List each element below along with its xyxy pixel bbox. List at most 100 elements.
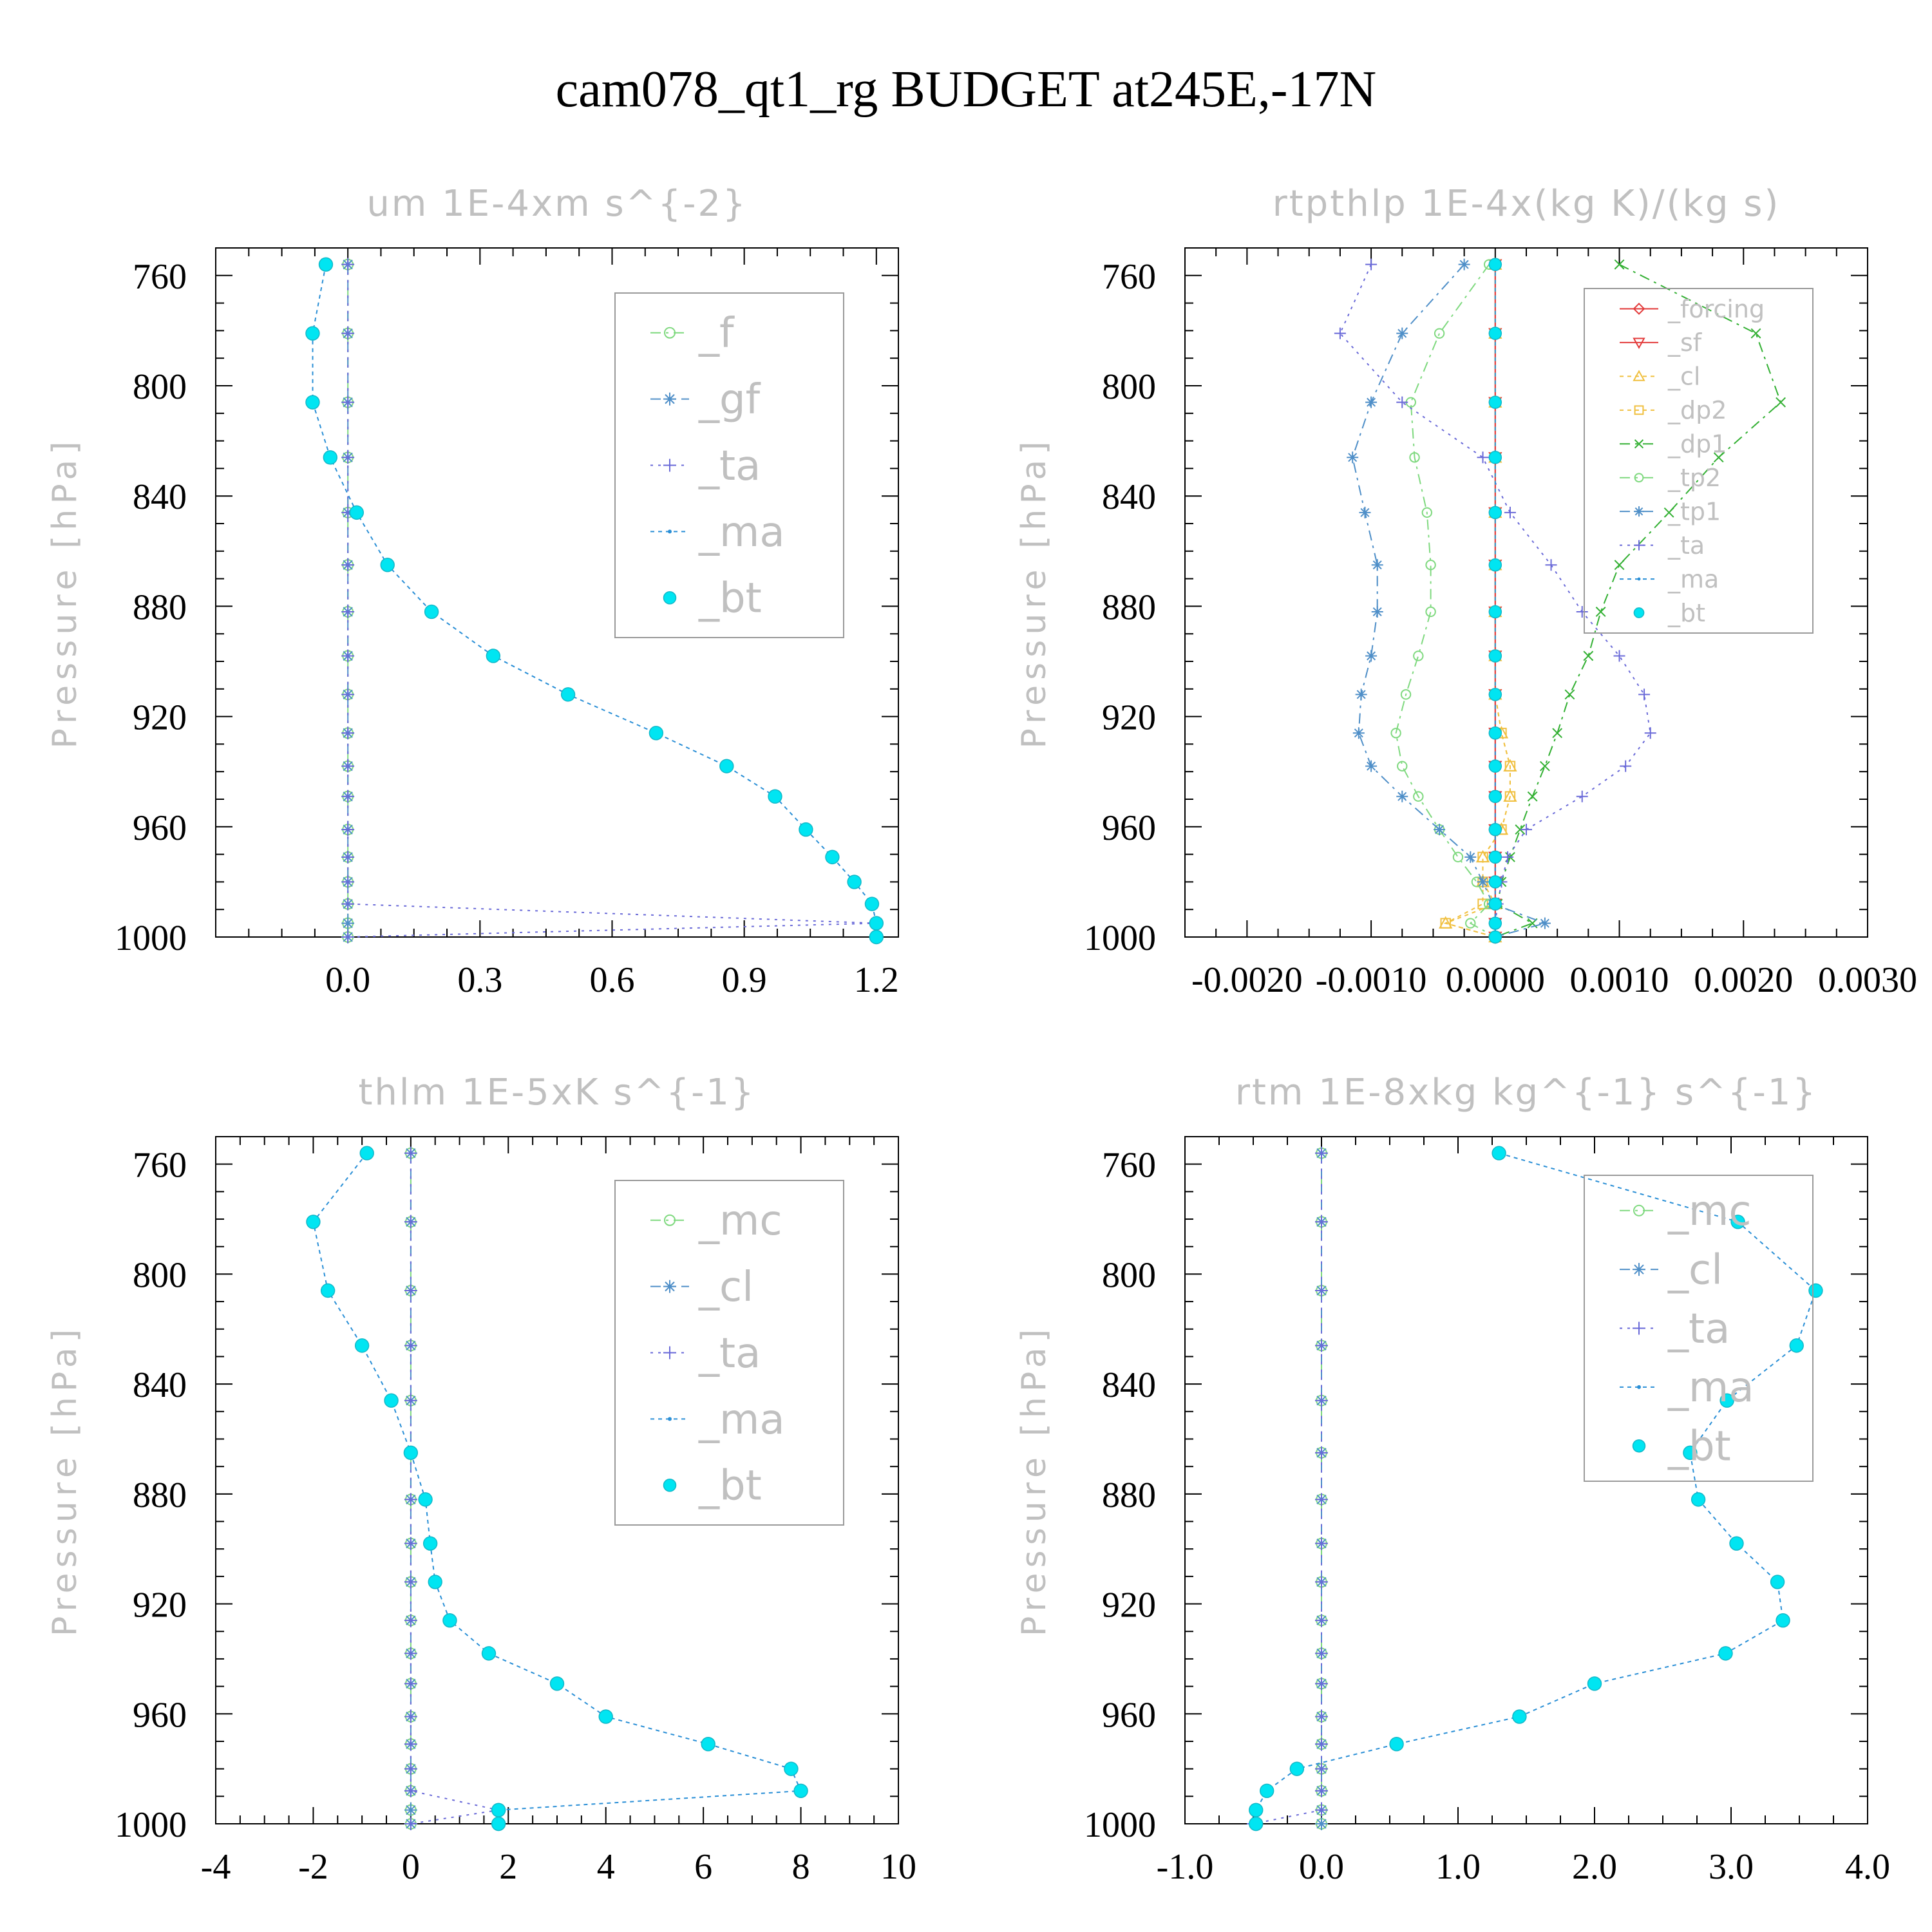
data-point: [1576, 605, 1588, 618]
data-point: [341, 451, 355, 464]
series-line: [347, 264, 876, 938]
panel-4: 760 800 840 880 920 960 1000-1.0 0.0 1.0 2.0 3.0 4.…: [1015, 1072, 1890, 1887]
y-tick-label: 960: [1102, 1695, 1156, 1735]
data-point: [1808, 1283, 1823, 1298]
y-tick-label: 880: [1102, 587, 1156, 627]
data-point: [1352, 727, 1365, 739]
data-point: [1730, 1215, 1745, 1229]
y-tick-label: 1000: [1084, 918, 1156, 958]
data-point: [1750, 328, 1761, 339]
data-point: [1488, 930, 1502, 944]
y-tick-label: 800: [133, 1255, 187, 1295]
y-tick-label: 760: [1102, 257, 1156, 297]
data-point: [1620, 760, 1632, 772]
data-point: [404, 1575, 417, 1589]
data-point: [1434, 824, 1446, 836]
data-point: [1465, 918, 1476, 929]
legend-box: [1584, 288, 1814, 634]
legend-marker: [663, 459, 676, 472]
data-point: [1729, 1536, 1744, 1551]
data-point: [305, 326, 320, 341]
legend-marker: [663, 1346, 676, 1359]
data-point: [1315, 1803, 1328, 1817]
data-point: [1452, 851, 1464, 863]
panel-2: 760 800 840 880 920 960 1000 -0.0020 -0.0010 0.00…: [1015, 183, 1917, 1000]
y-tick-label: 960: [133, 1695, 187, 1735]
legend-box: [614, 1180, 844, 1526]
data-point: [320, 1283, 336, 1298]
data-point: [1545, 559, 1557, 571]
data-point: [1315, 1446, 1328, 1459]
data-point: [1249, 1803, 1264, 1817]
x-tick-label: 0.0000: [1446, 960, 1545, 1000]
data-point: [1458, 258, 1470, 270]
data-point: [1564, 689, 1575, 700]
data-point: [799, 822, 813, 837]
data-point: [1365, 396, 1378, 408]
legend-label: _dp2: [1667, 396, 1727, 424]
data-point: [1527, 791, 1538, 802]
data-point: [418, 1492, 433, 1507]
series-line: [1339, 264, 1651, 937]
y-tick-label: 920: [1102, 698, 1156, 738]
data-point: [1683, 1445, 1698, 1461]
data-point: [1397, 761, 1408, 772]
data-point: [341, 649, 355, 663]
data-point: [1488, 558, 1502, 572]
series_dp1: [1490, 259, 1786, 942]
legend-label: _ta: [1667, 531, 1705, 560]
data-point: [1488, 327, 1502, 340]
data-point: [1315, 1284, 1328, 1297]
legend-label: _tp1: [1667, 497, 1721, 526]
data-point: [481, 1646, 497, 1661]
data-point: [404, 1537, 417, 1550]
data-point: [1504, 761, 1516, 772]
data-point: [404, 1284, 417, 1297]
minor-ticks: [1184, 1137, 1868, 1824]
legend-marker: [663, 1280, 676, 1293]
data-point: [598, 1709, 613, 1724]
y-tick-label: 960: [1102, 808, 1156, 848]
data-point: [1249, 1816, 1264, 1832]
series_bt: [1488, 258, 1502, 944]
legend-label: _forcing: [1667, 295, 1765, 323]
data-point: [341, 726, 355, 740]
data-point: [1520, 824, 1532, 836]
data-point: [549, 1676, 565, 1691]
data-point: [869, 916, 884, 931]
legend-marker: [1633, 1263, 1645, 1276]
data-point: [847, 875, 862, 889]
data-point: [1400, 689, 1412, 700]
data-point: [1502, 851, 1514, 863]
series_ta: [341, 258, 883, 943]
panel-3: 760 800 840 880 920 960 1000 -4 -2 0 2 4 6 8 10 thlm 1E…: [46, 1072, 916, 1887]
data-point: [404, 1339, 417, 1352]
data-point: [1389, 1737, 1404, 1752]
data-point: [1371, 559, 1383, 571]
data-point: [1315, 1710, 1328, 1723]
series_tp2: [1390, 259, 1501, 943]
data-point: [1504, 791, 1516, 802]
y-tick-label: 1000: [115, 918, 187, 958]
legend-label: _tp2: [1667, 464, 1721, 492]
data-point: [404, 1677, 417, 1690]
legend-label: _mc: [698, 1197, 782, 1245]
data-point: [649, 726, 664, 741]
x-tick-label: 0.0030: [1818, 960, 1917, 1000]
data-point: [1644, 727, 1656, 739]
data-point: [1539, 917, 1551, 929]
y-tick-label: 840: [133, 1365, 187, 1405]
data-point: [793, 1783, 808, 1798]
data-point: [341, 931, 355, 943]
x-tick-label: 8: [792, 1847, 810, 1887]
data-point: [404, 1710, 417, 1723]
series_ta: [404, 1146, 506, 1830]
data-point: [491, 1803, 506, 1817]
legend-marker: [1634, 405, 1644, 415]
plot-frame: [215, 1136, 899, 1824]
series_gf: [341, 258, 355, 943]
data-point: [354, 1338, 370, 1353]
data-point: [1477, 451, 1489, 464]
data-point: [1776, 1613, 1790, 1628]
data-point: [1770, 1575, 1785, 1589]
